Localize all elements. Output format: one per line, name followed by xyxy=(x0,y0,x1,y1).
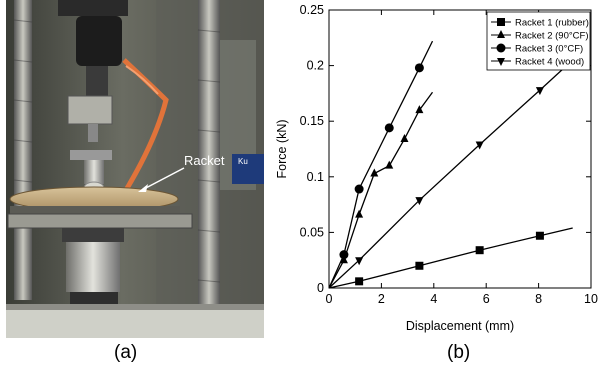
series-1 xyxy=(328,227,573,289)
plot-area xyxy=(328,9,592,289)
data-point-1-3 xyxy=(475,246,484,255)
series-4 xyxy=(328,59,574,289)
left-threaded-rod xyxy=(14,0,32,300)
racket-annotation: Racket xyxy=(184,153,225,168)
right-threaded-rod xyxy=(198,0,220,338)
sign-text: Ku xyxy=(238,157,248,166)
lower-platform xyxy=(7,213,193,229)
legend-marker xyxy=(497,18,505,26)
legend-entry-2: Racket 2 (90°CF) xyxy=(515,31,589,42)
data-point-2-6 xyxy=(415,105,424,114)
x-tick-label: 4 xyxy=(430,292,437,306)
data-point-2-1 xyxy=(339,255,348,264)
load-cell xyxy=(67,95,113,125)
data-point-3-4 xyxy=(414,63,424,73)
series-line-4 xyxy=(328,59,574,289)
panel-a-caption: (a) xyxy=(114,342,138,363)
y-tick-label: 0 xyxy=(317,281,324,295)
blue-sign xyxy=(232,154,264,184)
force-displacement-chart: 0 0.05 0.1 0.15 0.2 0.25 0 2 4 6 8 10 Racket 1 (ru… xyxy=(275,3,598,333)
legend-marker xyxy=(496,43,506,53)
y-tick-label: 0.2 xyxy=(307,59,324,73)
series-3 xyxy=(328,40,434,289)
legend-entry-1: Racket 1 (rubber) xyxy=(515,18,589,29)
legend-marker xyxy=(497,30,505,38)
lower-fixture xyxy=(66,242,120,292)
data-point-2-4 xyxy=(385,160,394,169)
series-line-3 xyxy=(328,40,434,289)
data-point-2-2 xyxy=(355,209,364,218)
data-point-4-3 xyxy=(475,141,484,150)
indenter xyxy=(84,160,104,184)
data-point-4-2 xyxy=(415,197,424,206)
data-point-1-4 xyxy=(535,231,544,240)
x-tick-label: 2 xyxy=(378,292,385,306)
data-point-4-1 xyxy=(355,257,364,266)
legend-marker xyxy=(497,58,505,66)
data-point-3-2 xyxy=(354,184,364,194)
x-tick-label: 10 xyxy=(584,292,598,306)
x-tick-label: 8 xyxy=(535,292,542,306)
y-tick-label: 0.1 xyxy=(307,170,324,184)
data-point-1-1 xyxy=(355,277,364,286)
y-tick-label: 0.15 xyxy=(300,114,324,128)
data-point-4-4 xyxy=(535,87,544,96)
legend-entry-3: Racket 3 (0°CF) xyxy=(515,44,583,55)
x-tick-label: 0 xyxy=(326,292,333,306)
data-point-3-3 xyxy=(384,123,394,133)
panel-b-caption: (b) xyxy=(447,342,471,363)
data-point-2-3 xyxy=(370,168,379,177)
y-tick-label: 0.25 xyxy=(300,3,324,17)
x-axis-label: Displacement (mm) xyxy=(406,319,514,333)
annotation-arrow xyxy=(141,167,185,191)
data-point-3-1 xyxy=(339,250,349,260)
series-line-1 xyxy=(328,227,573,289)
y-tick-label: 0.05 xyxy=(300,225,324,239)
legend-entry-4: Racket 4 (wood) xyxy=(515,57,584,68)
data-point-2-5 xyxy=(400,133,409,142)
x-tick-label: 6 xyxy=(483,292,490,306)
test-rig-photo: Ku Racket xyxy=(6,0,264,338)
upper-grip xyxy=(76,16,122,66)
crosshead xyxy=(58,0,128,16)
y-axis-label: Force (kN) xyxy=(275,119,289,178)
data-point-1-2 xyxy=(415,261,424,270)
